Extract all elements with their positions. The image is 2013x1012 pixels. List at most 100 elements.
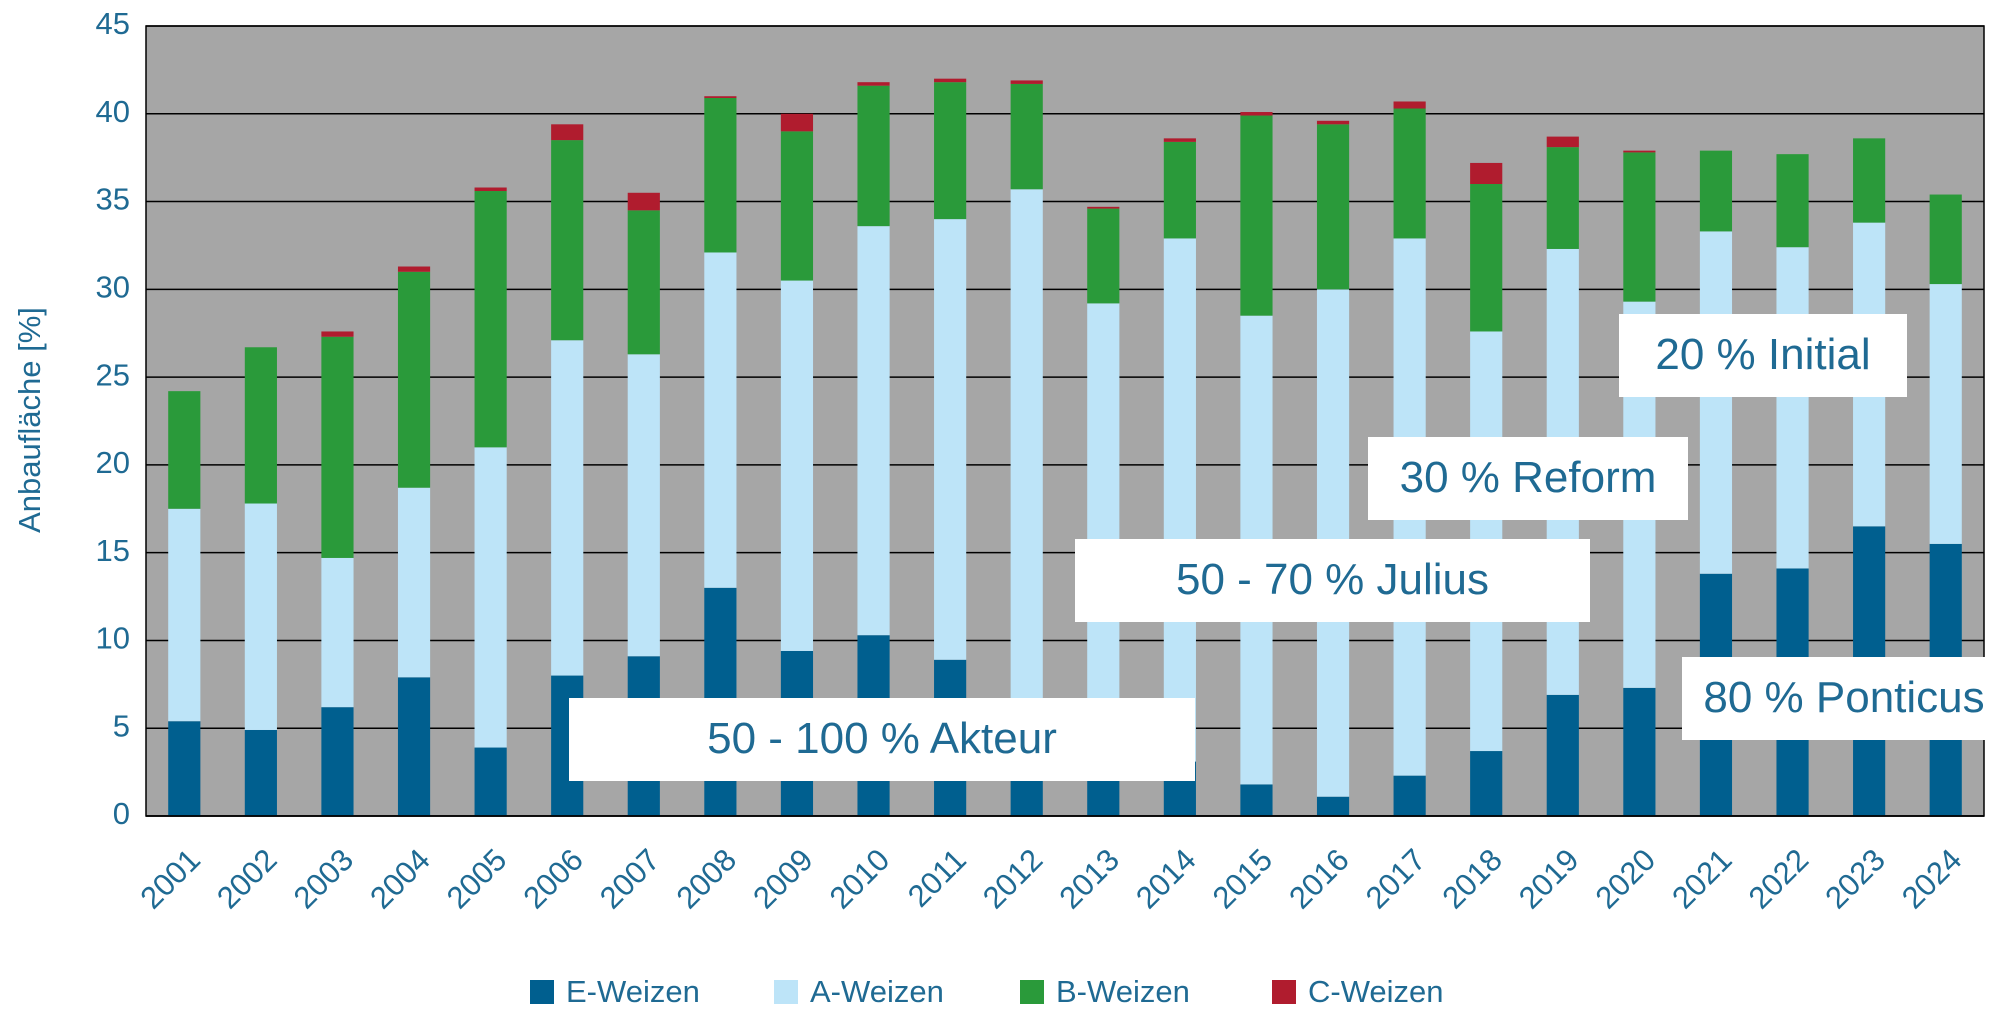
bar-segment xyxy=(168,391,201,509)
x-tick-label: 2018 xyxy=(1435,842,1509,916)
bar-segment xyxy=(1853,138,1886,223)
annotation: 20 % Initial xyxy=(1655,330,1870,379)
bar-segment xyxy=(244,347,277,504)
bar-segment xyxy=(1163,138,1196,142)
bar-segment xyxy=(1240,112,1273,116)
y-tick-label: 30 xyxy=(96,270,130,305)
bar-segment xyxy=(321,336,354,558)
bar-segment xyxy=(1316,120,1350,125)
bar-segment xyxy=(1470,751,1503,816)
legend-swatch xyxy=(530,980,554,1004)
legend-swatch xyxy=(1020,980,1044,1004)
bar-segment xyxy=(857,82,890,86)
y-tick-label: 15 xyxy=(96,533,130,568)
bar-segment xyxy=(934,78,967,83)
bar-segment xyxy=(168,721,201,816)
annotation-box xyxy=(1368,437,1688,520)
annotation-box xyxy=(1619,314,1907,397)
x-tick-label: 2004 xyxy=(363,842,437,916)
bar-segment xyxy=(321,557,354,708)
bar-segment xyxy=(321,331,354,337)
x-tick-label: 2006 xyxy=(516,842,590,916)
annotation: 50 - 70 % Julius xyxy=(1176,555,1489,604)
legend-swatch xyxy=(774,980,798,1004)
x-tick-label: 2011 xyxy=(901,842,973,914)
bar-segment xyxy=(551,124,584,141)
bar-segment xyxy=(1546,694,1579,816)
bar-segment xyxy=(244,729,277,816)
annotation-box xyxy=(1682,657,2006,740)
bar-segment xyxy=(857,85,890,227)
bar-segment xyxy=(1623,152,1656,302)
annotation-box xyxy=(1075,539,1590,622)
x-tick-label: 2017 xyxy=(1359,842,1433,916)
bar-segment xyxy=(1393,101,1426,109)
bar-segment xyxy=(474,747,507,816)
bar-segment xyxy=(704,252,737,588)
bar-segment xyxy=(1623,150,1656,153)
plot-area xyxy=(146,26,1984,816)
x-tick-label: 2022 xyxy=(1742,842,1816,916)
bar-segment xyxy=(397,271,431,488)
y-tick-label: 45 xyxy=(96,6,130,41)
bar-segment xyxy=(1240,115,1273,316)
bar-segment xyxy=(1163,141,1196,239)
bar-segment xyxy=(627,210,660,355)
x-tick-label: 2007 xyxy=(593,842,667,916)
bar-segment xyxy=(551,140,584,341)
bar-segment xyxy=(1929,194,1962,285)
bar-segment xyxy=(474,187,507,192)
bar-segment xyxy=(1699,231,1733,574)
bar-segment xyxy=(780,131,814,281)
bar-segment xyxy=(321,707,354,816)
legend-label: B-Weizen xyxy=(1056,974,1190,1009)
bar-segment xyxy=(474,447,507,748)
legend-label: A-Weizen xyxy=(810,974,944,1009)
bar-segment xyxy=(704,96,737,98)
y-tick-label: 40 xyxy=(96,94,130,129)
bar-segment xyxy=(474,191,507,448)
x-tick-label: 2016 xyxy=(1282,842,1356,916)
annotation: 50 - 100 % Akteur xyxy=(707,714,1057,763)
bar-segment xyxy=(1470,162,1503,184)
bar-segment xyxy=(1546,147,1579,249)
x-tick-label: 2024 xyxy=(1895,842,1969,916)
bar-segment xyxy=(1776,154,1809,248)
bar-segment xyxy=(1699,150,1733,232)
bar-segment xyxy=(1087,206,1120,209)
bar-segment xyxy=(934,219,967,660)
y-tick-label: 5 xyxy=(113,708,130,743)
bar-segment xyxy=(704,97,737,253)
bar-segment xyxy=(1316,124,1350,290)
y-tick-label: 0 xyxy=(113,796,130,831)
bar-segment xyxy=(1240,784,1273,816)
y-tick-label: 35 xyxy=(96,182,130,217)
x-tick-label: 2020 xyxy=(1589,842,1663,916)
bar-segment xyxy=(168,508,201,722)
annotation: 80 % Ponticus xyxy=(1703,673,1984,722)
y-tick-label: 10 xyxy=(96,621,130,656)
bar-segment xyxy=(1163,238,1196,762)
x-tick-label: 2019 xyxy=(1512,842,1586,916)
bar-segment xyxy=(934,82,967,220)
bar-segment xyxy=(551,340,584,676)
y-tick-label: 25 xyxy=(96,357,130,392)
bar-segment xyxy=(1087,303,1120,737)
bar-segment xyxy=(1546,136,1579,148)
bar-segment xyxy=(627,354,660,657)
bar-segment xyxy=(1087,208,1120,304)
y-tick-label: 20 xyxy=(96,445,130,480)
annotation-box xyxy=(569,698,1195,781)
x-tick-label: 2005 xyxy=(440,842,514,916)
bar-segment xyxy=(1393,108,1426,239)
bar-segment xyxy=(1623,687,1656,816)
legend-label: E-Weizen xyxy=(566,974,700,1009)
bar-segment xyxy=(857,226,890,636)
x-tick-label: 2002 xyxy=(210,842,284,916)
bar-segment xyxy=(1316,796,1350,816)
x-tick-label: 2023 xyxy=(1818,842,1892,916)
x-tick-label: 2001 xyxy=(134,842,208,916)
bar-segment xyxy=(1776,247,1809,569)
x-tick-label: 2010 xyxy=(823,842,897,916)
